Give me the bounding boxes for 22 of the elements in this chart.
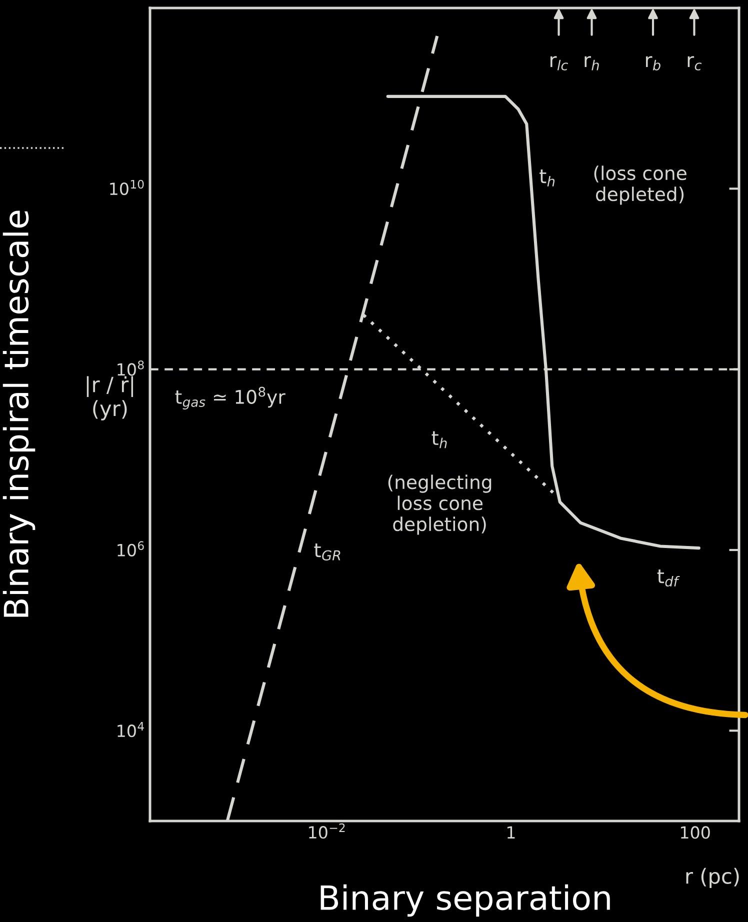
y-tick-label: 10$^{10}$ <box>110 180 144 196</box>
annotation: r$_{c}$ <box>688 56 702 70</box>
annotation: t$_{gas}$ ≃ 10$^{8}$yr <box>175 386 286 410</box>
annotation: t$_{df}$ <box>657 569 680 587</box>
x-axis-title: Binary separation <box>320 884 610 917</box>
y-axis-title: Binary inspiral timescale <box>2 210 36 617</box>
annotation: t$_{h}$ <box>540 169 555 186</box>
y-tick-label: 10$^{8}$ <box>118 360 144 376</box>
annotation: r$_{b}$ <box>646 56 660 70</box>
annotation: t$_{h}$ <box>432 431 447 448</box>
annotation: r$_{lc}$ <box>550 56 568 70</box>
x-tick-label: 100 <box>681 826 710 839</box>
text: r (pc) <box>686 868 739 888</box>
x-tick-label: 1 <box>507 826 515 839</box>
y-tick-label: 10$^{4}$ <box>118 722 144 738</box>
text: |r / ṙ| (yr) <box>86 376 134 420</box>
annotation: t$_{GR}$ <box>314 543 340 560</box>
annotation: (neglecting loss cone depletion) <box>388 474 492 535</box>
annotation: r$_{h}$ <box>584 56 599 70</box>
x-tick-label: 10$^{−2}$ <box>309 823 345 839</box>
y-tick-label: 10$^{6}$ <box>118 541 144 556</box>
annotation: (loss cone depleted) <box>594 166 686 205</box>
